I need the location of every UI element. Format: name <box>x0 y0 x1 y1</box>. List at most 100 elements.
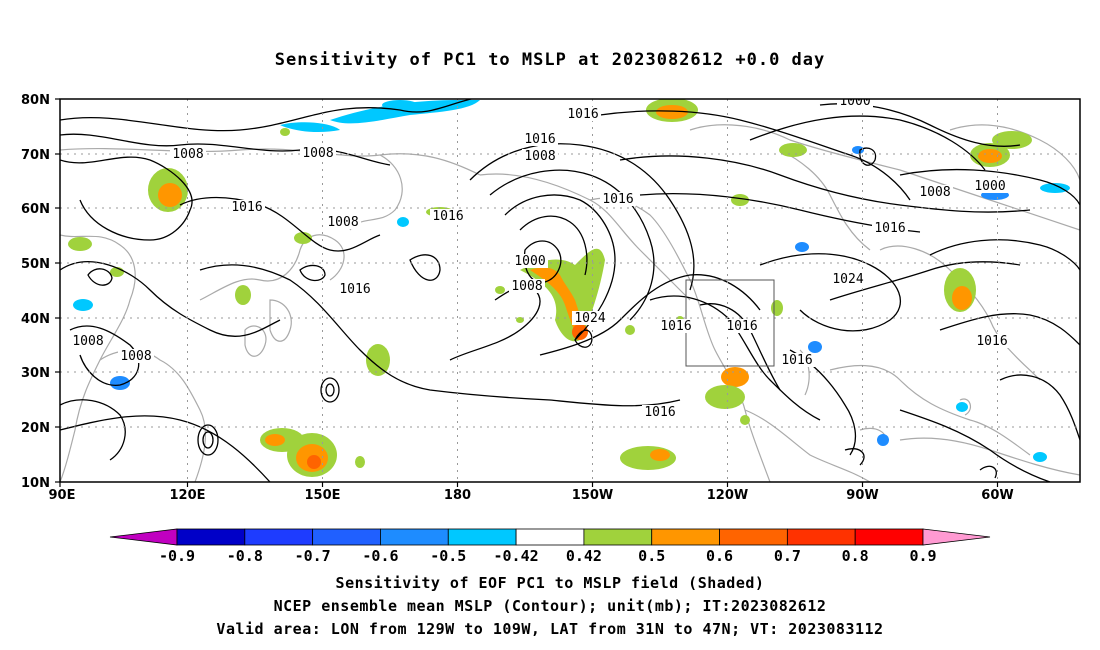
map-frame <box>59 98 1081 483</box>
colorbar-triangle-low <box>109 528 178 546</box>
caption-shading: Sensitivity of EOF PC1 to MSLP field (Sh… <box>335 574 765 592</box>
colorbar-box <box>447 528 517 546</box>
contour-label-bg <box>337 282 373 296</box>
contour-label: 1016 <box>231 200 262 215</box>
contour-label-bg <box>600 192 636 206</box>
contour-label-bg <box>872 221 908 235</box>
colorbar-label: -0.8 <box>227 547 263 565</box>
contour-label: 1000 <box>514 254 545 269</box>
contour-label-bg <box>972 179 1008 193</box>
lat-labels: 80N 70N 60N 50N 40N 30N 20N 10N <box>21 93 50 491</box>
lat-label: 20N <box>21 421 50 436</box>
contour-label-bg <box>509 279 545 293</box>
contour-labels: 1016 1000 1008 1008 1016 1016 1008 1016 1008 1016… <box>70 94 1010 420</box>
lon-label: 150E <box>304 488 340 503</box>
contour-label: 1008 <box>524 149 555 164</box>
lon-label: 90E <box>49 488 76 503</box>
axis-ticks <box>55 98 999 487</box>
contour-label: 1024 <box>574 311 605 326</box>
contour-label-bg <box>837 99 873 108</box>
colorbar-label: -0.6 <box>362 547 398 565</box>
contour-label-bg <box>779 353 815 367</box>
contour-label: 1008 <box>302 146 333 161</box>
contour-label: 1008 <box>72 334 103 349</box>
lon-labels: 90E 120E 150E 180 150W 120W 90W 60W <box>49 488 1014 503</box>
contour-label-bg <box>642 405 678 419</box>
colorbar-label: 0.9 <box>909 547 936 565</box>
contour-label: 1016 <box>339 282 370 297</box>
colorbar-label: 0.8 <box>842 547 869 565</box>
lat-label: 40N <box>21 312 50 327</box>
colorbar-box <box>244 528 314 546</box>
contour-label-bg <box>229 200 265 214</box>
colorbar-box <box>651 528 720 546</box>
lon-label: 120E <box>169 488 205 503</box>
lat-label: 60N <box>21 202 50 217</box>
lon-label: 60W <box>981 488 1013 503</box>
lat-label: 10N <box>21 476 50 491</box>
contour-label: 1016 <box>524 132 555 147</box>
contour-label-bg <box>118 349 154 363</box>
contour-label-bg <box>70 334 106 348</box>
colorbar-label: 0.5 <box>638 547 665 565</box>
colorbar-box <box>786 528 856 546</box>
colorbar-label: -0.42 <box>494 547 539 565</box>
contour-label: 1016 <box>602 192 633 207</box>
contour-label: 1000 <box>974 179 1005 194</box>
contour-label-bg <box>565 107 601 121</box>
contour-label: 1016 <box>644 405 675 420</box>
contour-label-bg <box>522 149 558 163</box>
colorbar-box <box>583 528 653 546</box>
contour-label-bg <box>170 147 206 161</box>
lon-label: 180 <box>444 488 471 503</box>
caption-valid-area: Valid area: LON from 129W to 109W, LAT f… <box>216 620 884 638</box>
contour-label-bg <box>430 209 466 223</box>
colorbar-box <box>176 528 246 546</box>
chart-title: Sensitivity of PC1 to MSLP at 2023082612… <box>274 50 826 70</box>
contour-label: 1000 <box>839 94 870 109</box>
colorbar-box <box>380 528 449 546</box>
colorbar-label: -0.9 <box>159 547 195 565</box>
contour-label-bg <box>830 272 866 286</box>
colorbar-box <box>854 528 924 546</box>
contour-label-bg <box>724 319 760 333</box>
caption-contour: NCEP ensemble mean MSLP (Contour); unit(… <box>273 597 827 615</box>
contour-label-bg <box>974 334 1010 348</box>
contour-label-bg <box>572 311 608 325</box>
contour-label: 1016 <box>567 107 598 122</box>
lat-label: 50N <box>21 257 50 272</box>
colorbar-label: 0.42 <box>566 547 602 565</box>
contour-label-bg <box>658 319 694 333</box>
contour-label-bg <box>512 254 548 268</box>
contour-label-bg <box>917 185 953 199</box>
contour-label: 1024 <box>832 272 863 287</box>
colorbar-labels: -0.9 -0.8 -0.7 -0.6 -0.5 -0.42 0.42 0.5 0.6 0.7 0.… <box>159 547 937 565</box>
lon-label: 150W <box>572 488 613 503</box>
contour-label: 1008 <box>511 279 542 294</box>
contour-label: 1016 <box>874 221 905 236</box>
contour-label-bg <box>522 132 558 146</box>
contour-label: 1016 <box>660 319 691 334</box>
lon-label: 120W <box>707 488 748 503</box>
contour-label: 1016 <box>781 353 812 368</box>
lat-label: 30N <box>21 366 50 381</box>
lat-label: 80N <box>21 93 50 108</box>
colorbar-box <box>515 528 585 546</box>
contour-label: 1008 <box>327 215 358 230</box>
contour-label: 1016 <box>432 209 463 224</box>
contour-label-bg <box>300 146 336 160</box>
contour-label: 1016 <box>726 319 757 334</box>
colorbar-label: 0.6 <box>706 547 733 565</box>
contour-label-bg <box>325 215 361 229</box>
colorbar-boxes <box>109 528 991 546</box>
colorbar-box <box>312 528 381 546</box>
contour-label: 1008 <box>120 349 151 364</box>
colorbar-label: -0.7 <box>295 547 331 565</box>
contour-label: 1008 <box>919 185 950 200</box>
lat-label: 70N <box>21 148 50 163</box>
colorbar-label: 0.7 <box>774 547 801 565</box>
colorbar-box <box>719 528 788 546</box>
colorbar-label: -0.5 <box>430 547 466 565</box>
colorbar-triangle-high <box>922 528 991 546</box>
